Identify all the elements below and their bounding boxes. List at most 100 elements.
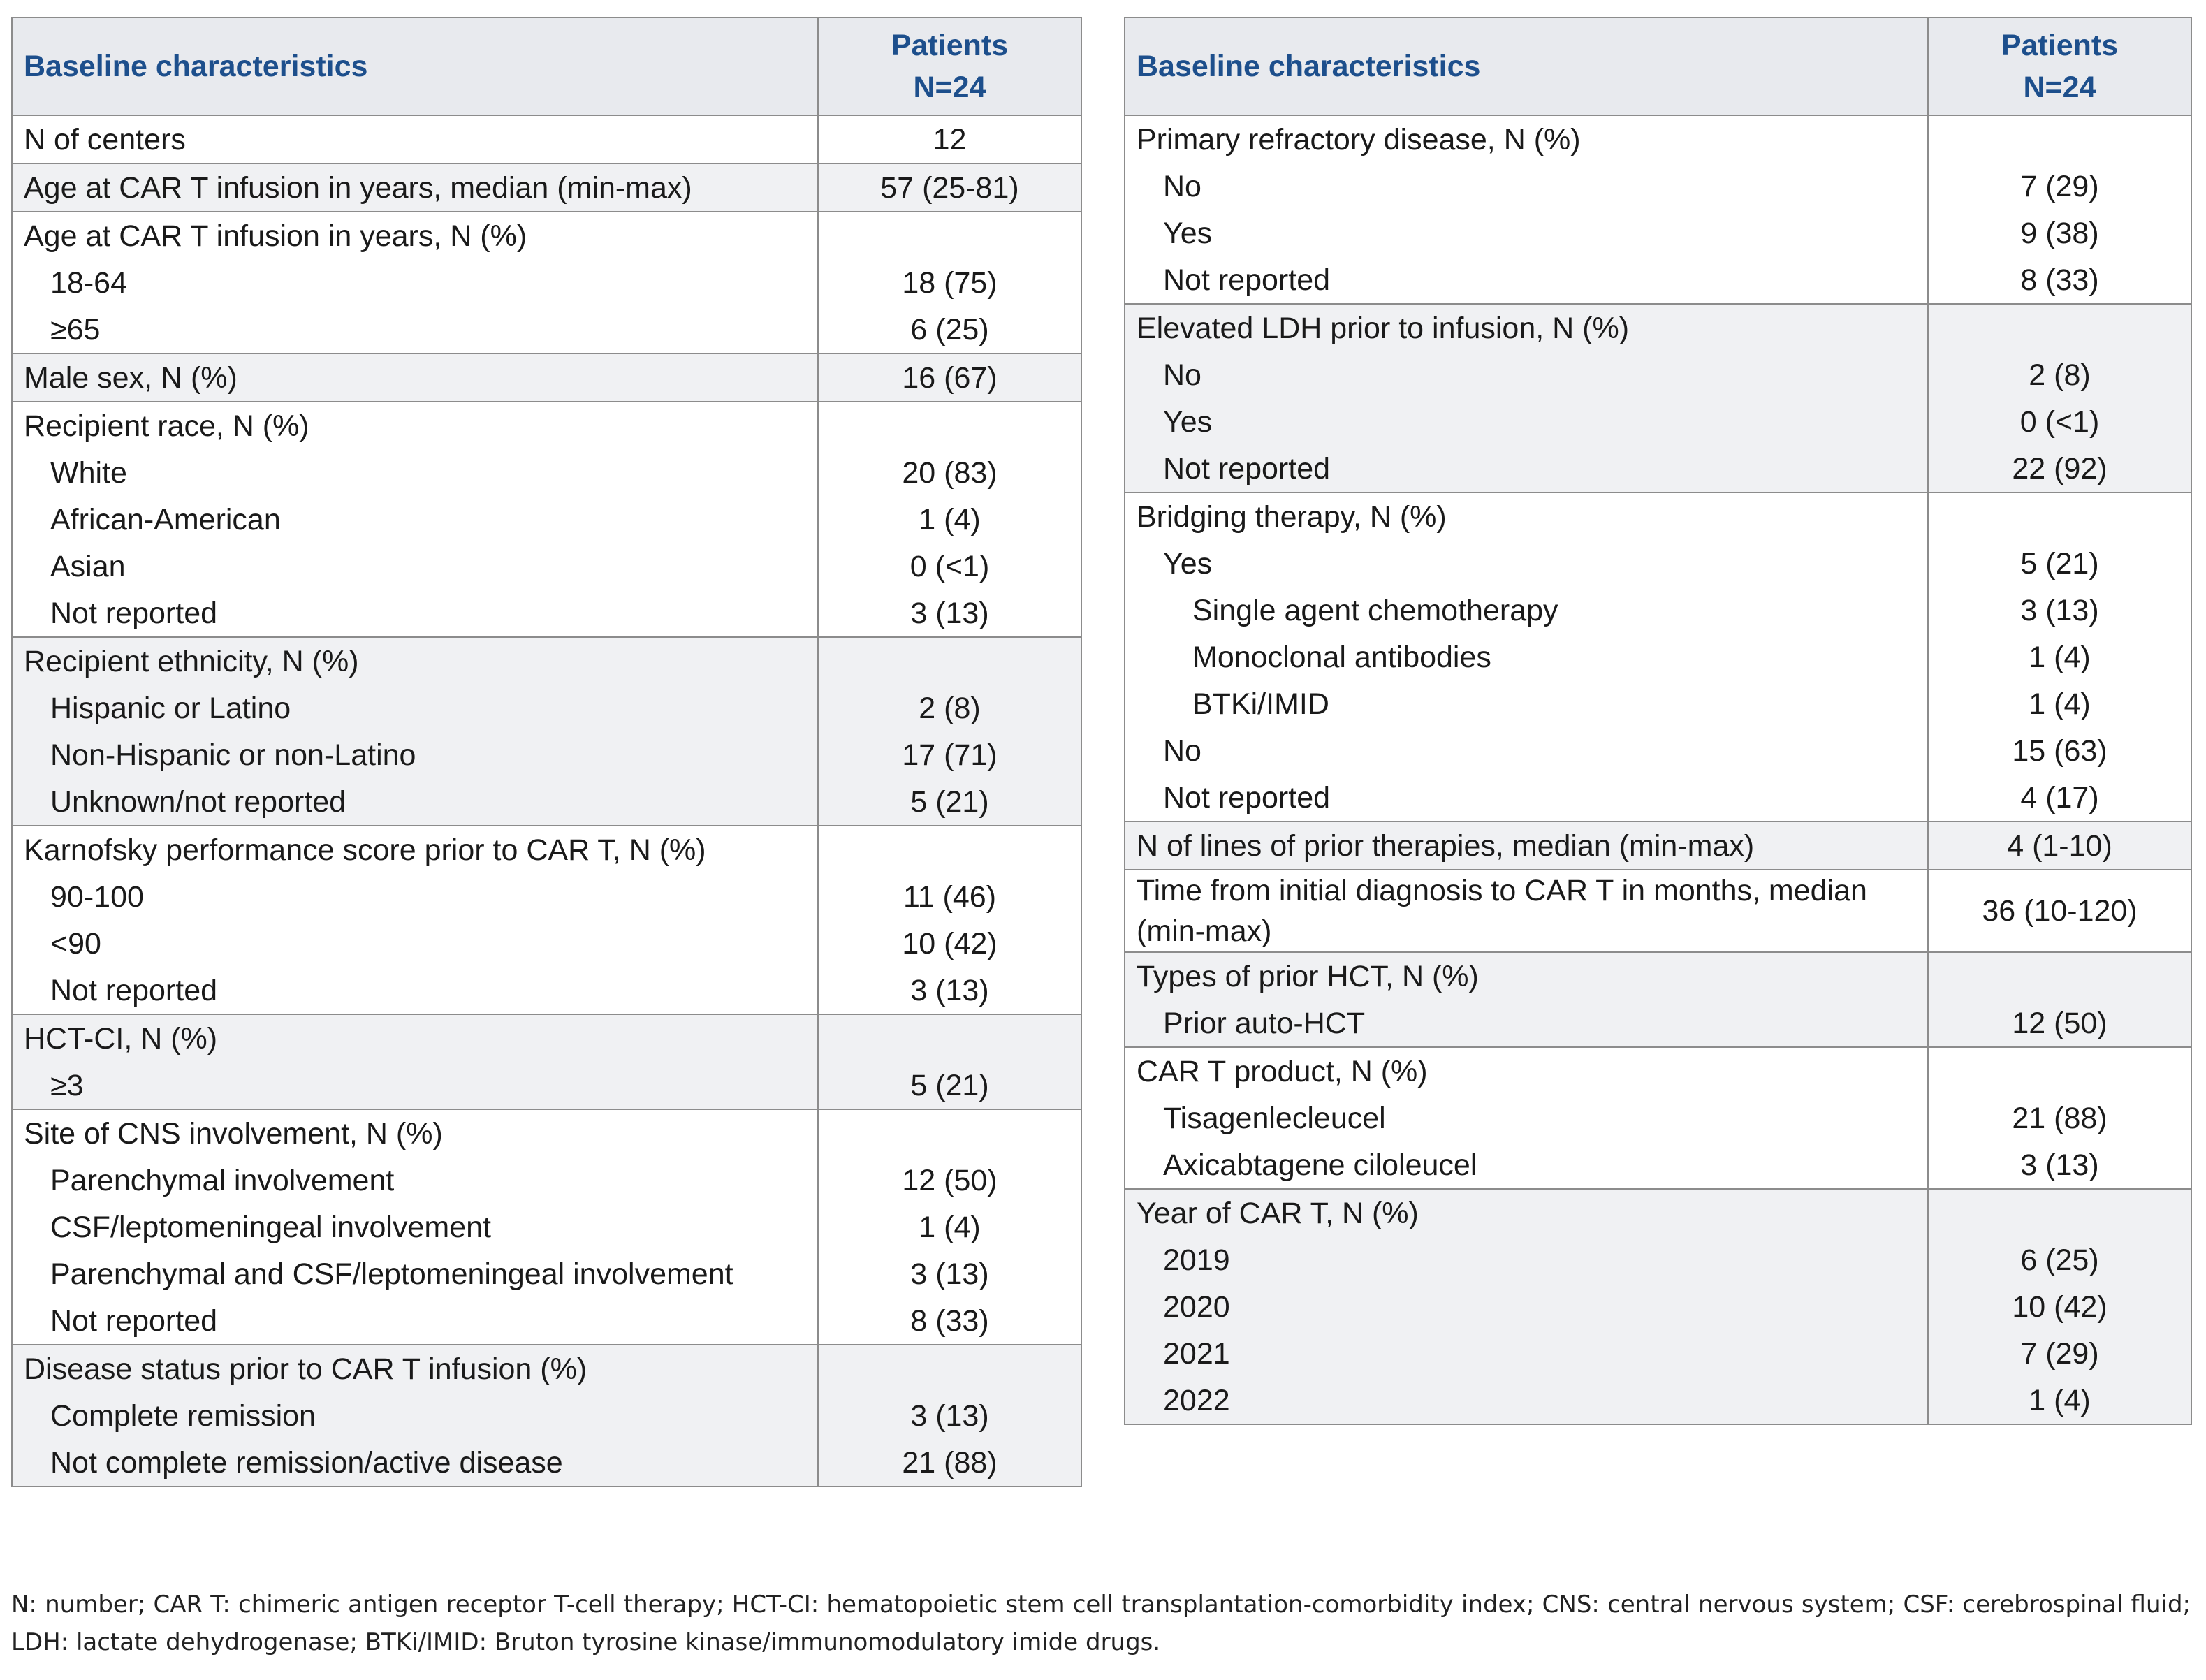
row: Elevated LDH prior to infusion, N (%) (1125, 304, 2191, 351)
row: 2020 10 (42) (1125, 1283, 2191, 1330)
row-value (1927, 492, 2191, 540)
row-label: Time from initial diagnosis to CAR T in … (1137, 874, 1867, 948)
row: Not reported 4 (17) (1125, 774, 2191, 821)
row: 2022 1 (4) (1125, 1377, 2191, 1424)
row-label: No (1125, 351, 1928, 398)
row-label: Primary refractory disease, N (%) (1137, 122, 1581, 156)
row-value: 4 (17) (1927, 774, 2191, 821)
header-n: N=24 (2023, 71, 2096, 104)
row-label: Complete remission (12, 1392, 818, 1439)
row: Single agent chemotherapy 3 (13) (1125, 587, 2191, 634)
row-value: 0 (<1) (817, 543, 1081, 590)
row-value (1927, 304, 2191, 351)
row-value: 9 (38) (1927, 210, 2191, 256)
row-label: Non-Hispanic or non-Latino (12, 731, 818, 778)
row-label: CSF/leptomeningeal involvement (50, 1210, 491, 1244)
row-group: N of centers 12 (12, 115, 1081, 163)
row-label: Not reported (50, 596, 218, 630)
row-label: Asian (50, 549, 126, 583)
row: African-American 1 (4) (12, 496, 1081, 543)
row: Tisagenlecleucel 21 (88) (1125, 1095, 2191, 1141)
row-label: Single agent chemotherapy (1192, 593, 1558, 627)
row: White 20 (83) (12, 449, 1081, 496)
row-label: Disease status prior to CAR T infusion (… (12, 1345, 818, 1392)
row-value: 1 (4) (1927, 680, 2191, 727)
header-n: N=24 (913, 71, 986, 104)
row-group: Year of CAR T, N (%) 2019 6 (25) 2020 10 (42… (1125, 1189, 2191, 1424)
row-label: African-American (50, 502, 281, 536)
row-value: 2 (8) (817, 685, 1081, 731)
row-value: 16 (67) (817, 353, 1081, 402)
row-label: Monoclonal antibodies (1192, 640, 1491, 674)
row: Age at CAR T infusion in years, N (%) (12, 212, 1081, 259)
row-value: 3 (13) (817, 590, 1081, 637)
row-value: 10 (42) (817, 920, 1081, 967)
row-label: No (1163, 733, 1201, 768)
header-row: Baseline characteristics Patients N=24 (1124, 17, 2192, 116)
row: Prior auto-HCT 12 (50) (1125, 1000, 2191, 1047)
row: Types of prior HCT, N (%) (1125, 952, 2191, 1000)
row: Complete remission 3 (13) (12, 1392, 1081, 1439)
row-label: Recipient ethnicity, N (%) (12, 637, 818, 685)
row-label: Male sex, N (%) (12, 353, 818, 402)
row: Not reported 8 (33) (1125, 256, 2191, 304)
row-label: Tisagenlecleucel (1163, 1101, 1386, 1135)
row-value (1927, 115, 2191, 163)
row-label: N of centers (24, 122, 186, 156)
row-value: 12 (50) (817, 1157, 1081, 1204)
header-value: Patients N=24 (1927, 17, 2192, 116)
row-label: Not reported (1163, 263, 1331, 297)
row-group: Site of CNS involvement, N (%) Parenchyma… (12, 1109, 1081, 1345)
row-label: HCT-CI, N (%) (12, 1014, 818, 1062)
row: Monoclonal antibodies 1 (4) (1125, 634, 2191, 680)
row-value: 36 (10-120) (1927, 870, 2191, 952)
row-value: 1 (4) (1927, 1377, 2191, 1424)
row-value: 22 (92) (1927, 445, 2191, 492)
row-label: Parenchymal involvement (50, 1163, 395, 1197)
row: No 2 (8) (1125, 351, 2191, 398)
row: Recipient race, N (%) (12, 402, 1081, 449)
row-value: 3 (13) (817, 1392, 1081, 1439)
row: Not reported 22 (92) (1125, 445, 2191, 492)
row-value: 7 (29) (1927, 1330, 2191, 1377)
row-value: 6 (25) (817, 306, 1081, 353)
row: Disease status prior to CAR T infusion (… (12, 1345, 1081, 1392)
row-label: 2022 (1125, 1377, 1928, 1424)
header-label: Baseline characteristics (11, 17, 819, 116)
header-row: Baseline characteristics Patients N=24 (11, 17, 1082, 116)
row-label: Age at CAR T infusion in years, N (%) (24, 219, 527, 253)
row-value: 3 (13) (1927, 1141, 2191, 1189)
row-label: Recipient race, N (%) (24, 409, 309, 443)
row-label: 2021 (1125, 1330, 1928, 1377)
row-group: Disease status prior to CAR T infusion (… (12, 1345, 1081, 1487)
row-group: Primary refractory disease, N (%) No 7 (29… (1125, 115, 2191, 304)
row: N of lines of prior therapies, median (m… (1125, 821, 2191, 870)
row: 2019 6 (25) (1125, 1236, 2191, 1283)
row: Non-Hispanic or non-Latino 17 (71) (12, 731, 1081, 778)
row: Site of CNS involvement, N (%) (12, 1109, 1081, 1157)
row-value (1927, 1047, 2191, 1095)
row-label: Parenchymal and CSF/leptomeningeal invol… (50, 1257, 733, 1291)
row-label: Axicabtagene ciloleucel (1163, 1148, 1477, 1182)
row: Hispanic or Latino 2 (8) (12, 685, 1081, 731)
row-label: 2019 (1125, 1236, 1928, 1283)
row-group: Bridging therapy, N (%) Yes 5 (21) Single a… (1125, 492, 2191, 821)
row: Asian 0 (<1) (12, 543, 1081, 590)
table-right: Baseline characteristics Patients N=24 Prim… (1124, 17, 2192, 1425)
row-value: 8 (33) (817, 1297, 1081, 1345)
row-value (817, 637, 1081, 685)
row-label: N of lines of prior therapies, median (m… (1125, 821, 1928, 870)
row: Age at CAR T infusion in years, median (… (12, 163, 1081, 212)
header-value: Patients N=24 (817, 17, 1082, 116)
row: Not reported 3 (13) (12, 967, 1081, 1014)
row-value: 0 (<1) (1927, 398, 2191, 445)
footnote: N: number; CAR T: chimeric antigen recep… (11, 1591, 2191, 1656)
row-value: 4 (1-10) (1927, 821, 2191, 870)
row-label: Site of CNS involvement, N (%) (24, 1116, 443, 1151)
row-value: 17 (71) (817, 731, 1081, 778)
row-group: Karnofsky performance score prior to CAR… (12, 826, 1081, 1014)
row: No 7 (29) (1125, 163, 2191, 210)
row-label: Types of prior HCT, N (%) (1125, 952, 1928, 1000)
row-label: ≥3 (12, 1062, 818, 1109)
row-group: Age at CAR T infusion in years, N (%) 18-… (12, 212, 1081, 353)
